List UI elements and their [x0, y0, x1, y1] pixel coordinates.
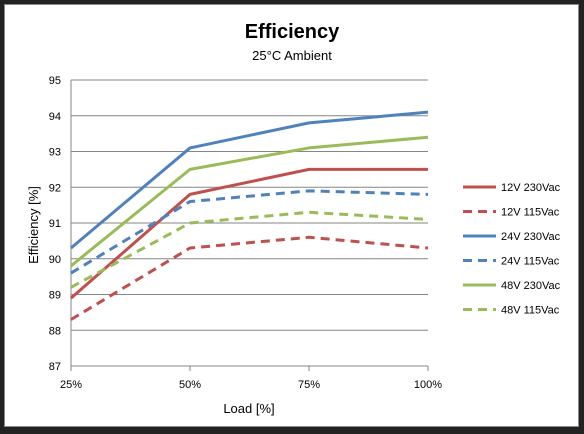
- chart-subtitle: 25°C Ambient: [252, 48, 332, 63]
- y-axis-label: Efficiency [%]: [26, 186, 41, 264]
- legend-label: 24V 230Vac: [501, 231, 561, 243]
- x-tick-label: 25%: [60, 379, 82, 391]
- legend-label: 48V 115Vac: [501, 305, 560, 317]
- axes: [70, 80, 429, 371]
- chart-title: Efficiency: [245, 21, 340, 43]
- series-line: [70, 135, 429, 268]
- y-tick-label: 94: [49, 111, 61, 123]
- y-tick-label: 95: [49, 75, 61, 87]
- series-line: [70, 110, 429, 250]
- series-line: [70, 235, 429, 321]
- x-tick-label: 75%: [298, 379, 320, 391]
- y-tick-label: 93: [49, 147, 61, 159]
- x-tick-labels: 25% 50% 75% 100%: [60, 379, 442, 391]
- y-tick-label: 89: [49, 290, 61, 302]
- y-tick-label: 88: [49, 325, 61, 337]
- series-line: [70, 210, 429, 289]
- legend: 12V 230Vac 12V 115Vac 24V 230Vac 24V 115Vac…: [463, 182, 561, 317]
- legend-label: 24V 115Vac: [501, 256, 560, 268]
- y-tick-label: 92: [49, 182, 61, 194]
- chart-panel: [4, 4, 579, 427]
- legend-label: 12V 115Vac: [501, 207, 560, 219]
- y-tick-labels: 87 88 89 90 91 92 93 94 95: [49, 75, 61, 373]
- x-axis-label: Load [%]: [223, 401, 274, 416]
- y-tick-label: 87: [49, 361, 61, 373]
- y-tick-label: 91: [49, 218, 61, 230]
- grid-lines: [71, 79, 428, 331]
- x-tick-label: 50%: [179, 379, 201, 391]
- y-tick-label: 90: [49, 254, 61, 266]
- series-line: [70, 189, 429, 275]
- x-tick-label: 100%: [414, 379, 442, 391]
- series-lines: [70, 110, 429, 321]
- legend-label: 48V 230Vac: [501, 280, 561, 292]
- legend-label: 12V 230Vac: [501, 182, 561, 194]
- series-line: [70, 167, 428, 300]
